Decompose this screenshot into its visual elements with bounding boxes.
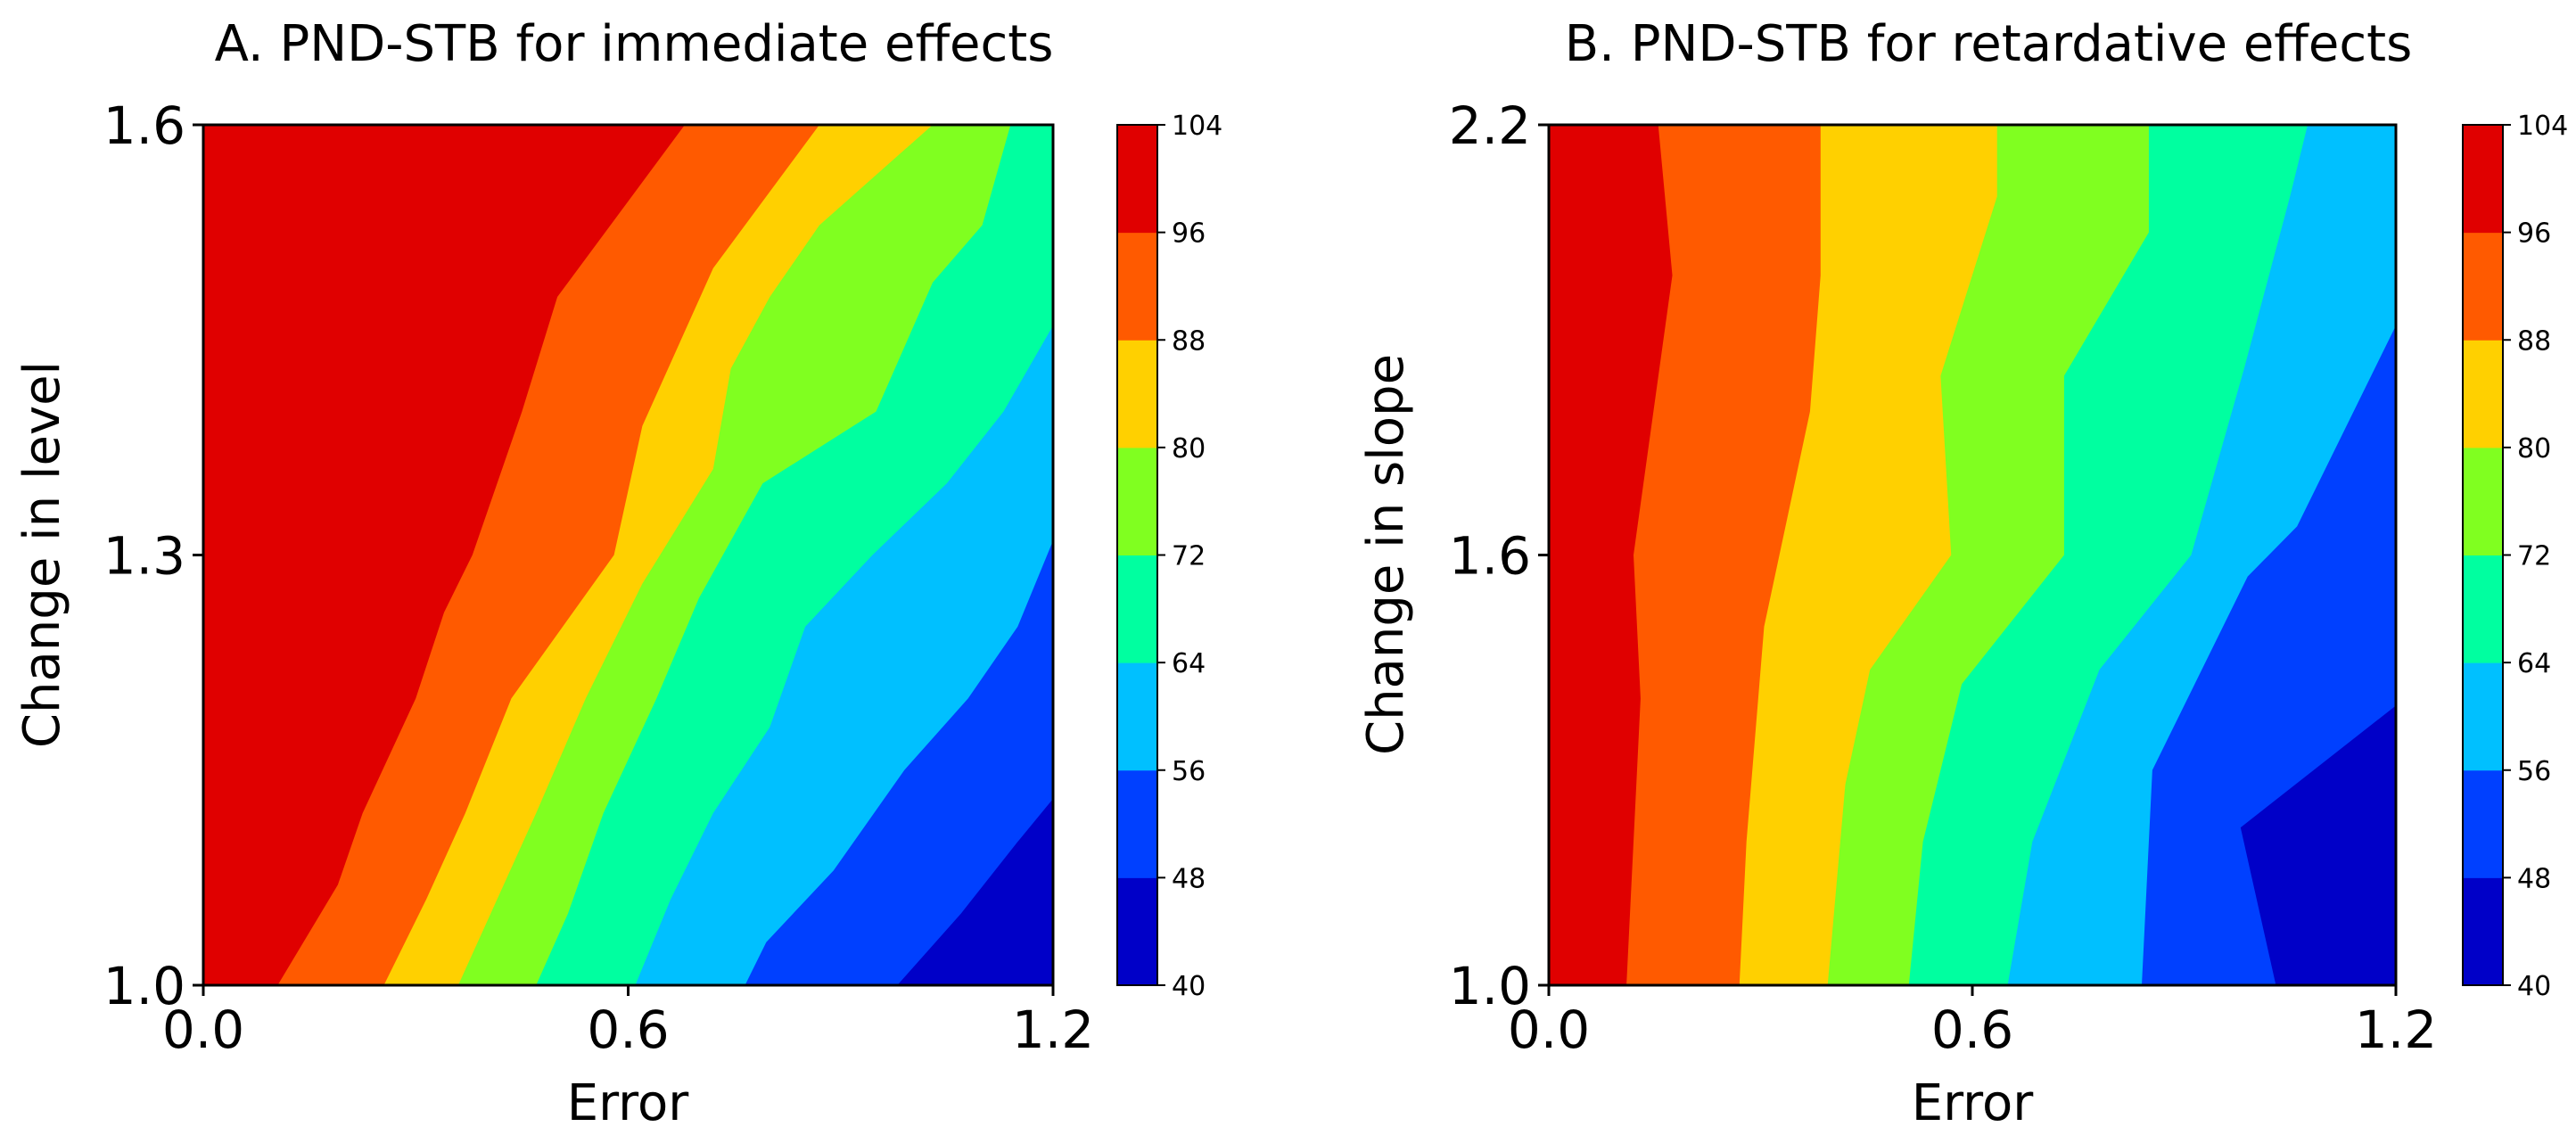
colorbar-tick-label: 80: [1172, 433, 1206, 465]
colorbar-swatch-64: [1117, 555, 1157, 663]
colorbar-tick-label: 56: [2517, 756, 2551, 787]
panel-a-plot-area: [202, 123, 1055, 987]
colorbar-swatch-56: [2463, 662, 2503, 771]
colorbar-swatch-64: [2463, 555, 2503, 663]
panel-a-title: A. PND-STB for immediate effects: [215, 15, 1054, 73]
y-tick-label: 1.3: [103, 526, 185, 587]
panel-b-band-96-104: [1549, 125, 1673, 985]
colorbar-tick-label: 48: [1172, 863, 1206, 894]
x-tick-label: 0.0: [162, 999, 244, 1060]
colorbar-tick-label: 40: [1172, 971, 1206, 1002]
panel-a-band-96-104: [203, 125, 686, 985]
panel-a-xlabel: Error: [567, 1074, 689, 1132]
colorbar-swatch-96: [2463, 125, 2503, 234]
colorbar-tick-label: 40: [2517, 971, 2551, 1002]
y-tick-label: 1.0: [103, 956, 185, 1016]
colorbar-tick-label: 72: [2517, 541, 2551, 572]
panel-b-plot-area: [1547, 123, 2398, 987]
panel-a-contour-fills: [203, 125, 1053, 985]
colorbar-tick-label: 72: [1172, 541, 1206, 572]
x-tick-label: 0.6: [1931, 999, 2013, 1060]
panel-b-title: B. PND-STB for retardative effects: [1565, 15, 2413, 73]
colorbar-swatch-48: [2463, 769, 2503, 878]
colorbar-swatch-80: [2463, 340, 2503, 448]
x-tick-label: 0.6: [587, 999, 669, 1060]
colorbar-tick-label: 64: [1172, 648, 1206, 679]
x-tick-label: 0.0: [1508, 999, 1590, 1060]
colorbar-swatch-72: [1117, 447, 1157, 555]
colorbar-tick-label: 104: [1172, 111, 1222, 142]
colorbar-tick-label: 96: [2517, 218, 2551, 250]
colorbar-swatch-96: [1117, 125, 1157, 234]
panel-b-contour-fills: [1549, 125, 2396, 985]
x-tick-label: 1.2: [2355, 999, 2437, 1060]
colorbar-tick-label: 104: [2517, 111, 2568, 142]
panel-b: B. PND-STB for retardative effects 0.0 0.…: [1357, 15, 2568, 1132]
panel-a-axes: 0.0 0.6 1.2 1.0 1.3 1.6: [103, 95, 1094, 1060]
panel-b-xlabel: Error: [1912, 1074, 2034, 1132]
y-tick-label: 1.6: [103, 95, 185, 156]
colorbar-tick-label: 88: [1172, 325, 1206, 357]
colorbar-tick-label: 80: [2517, 433, 2551, 465]
colorbar-tick-label: 88: [2517, 325, 2551, 357]
colorbar-tick-label: 48: [2517, 863, 2551, 894]
colorbar-swatch-56: [1117, 662, 1157, 771]
colorbar-tick-label: 64: [2517, 648, 2551, 679]
colorbar-tick-label: 96: [1172, 218, 1206, 250]
colorbar-swatch-80: [1117, 340, 1157, 448]
colorbar-tick-label: 56: [1172, 756, 1206, 787]
colorbar-swatch-72: [2463, 447, 2503, 555]
panel-b-ylabel: Change in slope: [1357, 354, 1415, 755]
panel-a-colorbar: 40 48 56 64 72 80 88 96 104: [1116, 111, 1222, 1002]
panel-a-ylabel: Change in level: [13, 361, 71, 748]
colorbar-swatch-88: [1117, 232, 1157, 341]
panel-b-colorbar: 40 48 56 64 72 80 88 96 104: [2462, 111, 2568, 1002]
colorbar-swatch-48: [1117, 769, 1157, 878]
y-tick-label: 2.2: [1449, 95, 1531, 156]
panel-b-axes: 0.0 0.6 1.2 1.0 1.6 2.2: [1449, 95, 2437, 1060]
y-tick-label: 1.0: [1449, 956, 1531, 1016]
colorbar-swatch-40: [1117, 877, 1157, 986]
colorbar-swatch-88: [2463, 232, 2503, 341]
y-tick-label: 1.6: [1449, 526, 1531, 587]
panel-a: A. PND-STB for immediate effects 0.0 0.6 1…: [13, 15, 1222, 1132]
x-tick-label: 1.2: [1012, 999, 1094, 1060]
colorbar-swatch-40: [2463, 877, 2503, 986]
